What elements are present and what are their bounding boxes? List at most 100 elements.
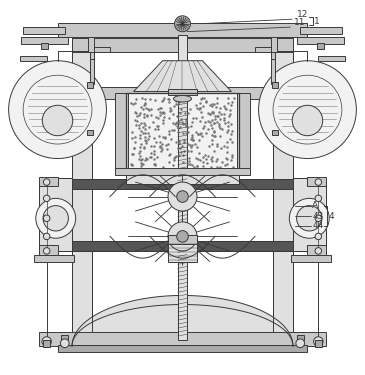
Point xyxy=(132,117,138,123)
Point xyxy=(176,99,182,105)
Point xyxy=(145,130,151,136)
Point xyxy=(140,160,146,166)
Text: 11: 11 xyxy=(294,18,306,27)
Point xyxy=(218,111,224,117)
Point xyxy=(128,162,134,168)
Point xyxy=(209,117,215,123)
Point xyxy=(138,128,144,134)
Point xyxy=(157,108,162,114)
Point xyxy=(211,128,216,134)
Bar xyxy=(72,241,293,251)
Point xyxy=(155,126,161,132)
Point xyxy=(225,127,231,133)
Point xyxy=(190,137,196,143)
Point xyxy=(221,142,227,148)
Text: 43: 43 xyxy=(312,211,323,220)
Point xyxy=(174,113,180,119)
Bar xyxy=(41,43,48,49)
Point xyxy=(221,103,227,109)
Point xyxy=(151,135,157,141)
Bar xyxy=(90,47,110,52)
Point xyxy=(178,124,184,130)
Point xyxy=(217,105,223,111)
Bar xyxy=(300,27,342,33)
Point xyxy=(136,122,142,128)
Point xyxy=(185,148,191,154)
Point xyxy=(162,95,168,101)
Point xyxy=(134,118,139,124)
Point xyxy=(159,141,165,147)
Point xyxy=(200,103,206,109)
Point xyxy=(187,158,192,164)
Bar xyxy=(39,177,58,186)
Point xyxy=(212,100,218,106)
Point xyxy=(143,154,149,160)
Point xyxy=(151,148,157,154)
Point xyxy=(215,164,220,170)
Point xyxy=(201,95,207,101)
Point xyxy=(158,144,164,150)
Point xyxy=(229,154,235,160)
Bar xyxy=(297,335,304,340)
Point xyxy=(203,130,209,136)
Point xyxy=(183,118,189,124)
Point xyxy=(142,101,148,107)
Point xyxy=(175,101,181,107)
Point xyxy=(211,129,217,135)
Point xyxy=(170,111,176,117)
Point xyxy=(171,155,177,161)
Bar xyxy=(315,340,322,347)
Point xyxy=(195,131,201,137)
Point xyxy=(214,113,220,119)
Point xyxy=(151,152,157,157)
Point xyxy=(154,123,160,129)
Point xyxy=(191,116,196,122)
Circle shape xyxy=(61,339,69,348)
Point xyxy=(229,139,235,145)
Bar xyxy=(307,246,326,255)
Point xyxy=(137,135,143,141)
Point xyxy=(171,103,177,109)
Point xyxy=(165,96,171,102)
Point xyxy=(208,164,214,170)
Point xyxy=(189,119,195,125)
Point xyxy=(224,161,230,167)
Bar xyxy=(90,51,94,59)
Point xyxy=(214,159,219,165)
Point xyxy=(146,133,152,139)
Bar xyxy=(90,48,94,84)
Point xyxy=(185,141,191,147)
Point xyxy=(216,108,222,114)
Point xyxy=(226,112,232,118)
Point xyxy=(148,144,154,150)
Point xyxy=(209,153,215,159)
Point xyxy=(155,106,161,112)
Point xyxy=(130,162,135,168)
Point xyxy=(177,146,183,152)
Bar xyxy=(126,93,239,171)
Point xyxy=(140,106,146,112)
Bar xyxy=(19,56,47,61)
Point xyxy=(198,109,204,115)
Point xyxy=(151,161,157,167)
Point xyxy=(208,156,214,162)
Point xyxy=(173,120,179,126)
Point xyxy=(152,97,158,103)
Circle shape xyxy=(168,182,197,211)
Point xyxy=(212,133,218,139)
Point xyxy=(224,129,230,135)
Point xyxy=(222,105,228,111)
Point xyxy=(200,154,206,160)
Point xyxy=(227,107,233,113)
Bar xyxy=(58,23,307,37)
Point xyxy=(228,157,234,163)
Point xyxy=(224,144,230,150)
Point xyxy=(183,116,189,122)
Point xyxy=(188,147,194,153)
Point xyxy=(159,99,165,105)
Point xyxy=(225,123,231,129)
Point xyxy=(152,162,158,168)
Point xyxy=(229,153,235,159)
Circle shape xyxy=(43,179,50,185)
Point xyxy=(142,157,147,163)
